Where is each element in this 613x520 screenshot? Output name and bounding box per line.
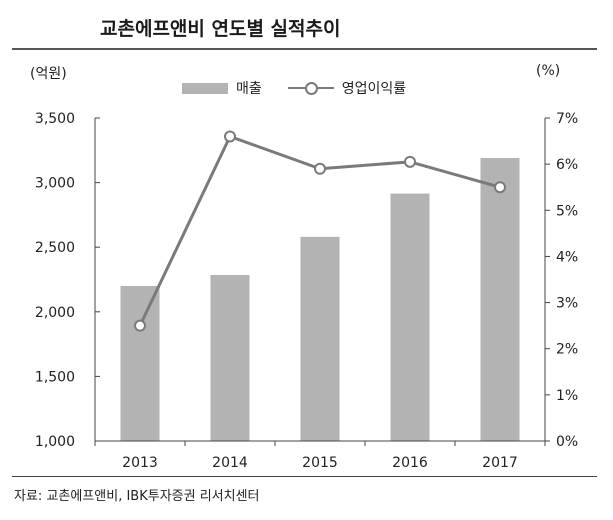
x-tick-label: 2017 — [482, 455, 518, 471]
left-axis-unit: (억원) — [30, 66, 67, 82]
bar-2013 — [120, 285, 160, 441]
legend-line-swatch — [287, 81, 334, 95]
x-tick-label: 2016 — [392, 455, 428, 471]
x-tick-label: 2013 — [122, 455, 158, 471]
left-tick-label: 2,500 — [35, 240, 75, 256]
right-tick-label: 3% — [556, 296, 578, 312]
right-tick-label: 0% — [556, 434, 578, 450]
x-tick-label: 2015 — [302, 455, 338, 471]
bar-2016 — [390, 193, 430, 441]
left-tick-label: 1,500 — [35, 369, 75, 385]
source-note: 자료: 교촌에프앤비, IBK투자증권 리서치센터 — [14, 489, 260, 504]
right-tick-label: 1% — [556, 388, 578, 404]
left-tick-label: 3,500 — [35, 111, 75, 127]
right-tick-label: 6% — [556, 157, 578, 173]
bar-2017 — [480, 158, 520, 441]
legend: 매출 영업이익률 — [182, 78, 406, 98]
left-tick-label: 3,000 — [35, 176, 75, 192]
combo-chart: 1,000 1,500 2,000 2,500 3,000 3,500 0% 1% 2% 3% 4%… — [35, 111, 578, 471]
legend-line-label: 영업이익률 — [341, 81, 407, 97]
right-axis-unit: (%) — [536, 63, 561, 79]
title-divider — [12, 48, 597, 50]
margin-point-2016 — [404, 155, 416, 168]
bar-2014 — [210, 274, 250, 441]
left-tick-label: 2,000 — [35, 305, 75, 321]
bar-2015 — [300, 236, 340, 441]
margin-point-2013 — [134, 319, 146, 332]
right-tick-label: 5% — [556, 203, 578, 219]
right-tick-label: 4% — [556, 249, 578, 265]
legend-bar-swatch — [182, 82, 228, 94]
x-tick-label: 2014 — [212, 455, 248, 471]
right-tick-label: 2% — [556, 342, 578, 358]
margin-point-2015 — [314, 162, 326, 175]
left-tick-label: 1,000 — [35, 434, 75, 450]
margin-point-2017 — [494, 181, 506, 194]
legend-bar-label: 매출 — [236, 81, 262, 97]
margin-point-2014 — [224, 130, 236, 143]
right-tick-label: 7% — [556, 111, 578, 127]
chart-title: 교촌에프앤비 연도별 실적추이 — [100, 18, 341, 40]
footer-divider — [12, 476, 597, 477]
